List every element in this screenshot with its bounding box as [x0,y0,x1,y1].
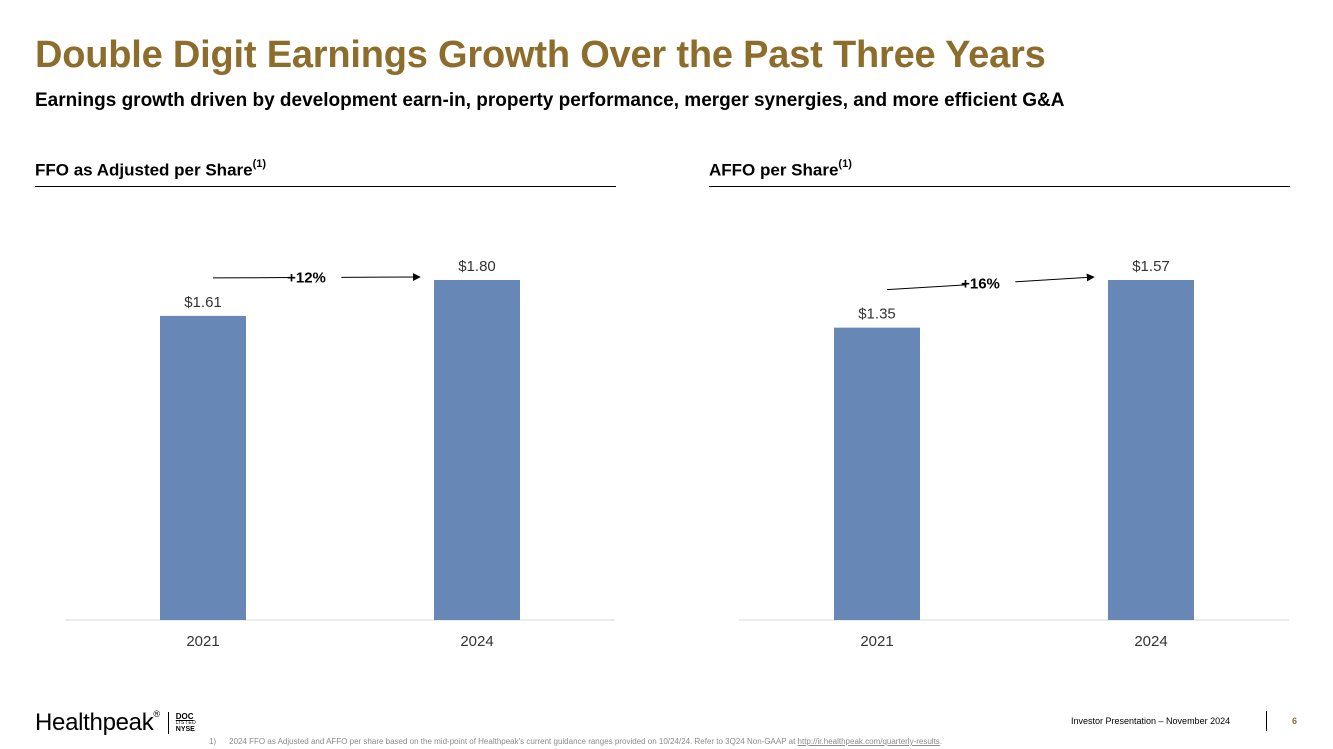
presentation-label: Investor Presentation – November 2024 [1071,716,1231,726]
affo-bar-2021 [834,327,920,620]
ticker-exchange: NYSE [175,726,195,733]
ffo-chart-title-text: FFO as Adjusted per Share [35,160,253,180]
ffo-value-label-2024: $1.80 [458,258,496,275]
affo-chart-title-rule [709,186,1290,187]
affo-growth-arrow-lower [886,284,966,291]
logo-wordmark: Healthpeak® [35,709,160,737]
affo-growth-arrow-upper [1015,273,1095,283]
affo-value-label-2021: $1.35 [858,306,896,323]
affo-x-tick-2021: 2021 [860,633,893,650]
ffo-growth-label: +12% [287,269,326,286]
logo-divider [167,712,169,734]
affo-x-tick-2024: 2024 [1134,633,1167,650]
affo-bar-chart: $1.35 2021 $1.57 2024 +16% [739,258,1289,650]
ffo-x-tick-2021: 2021 [186,633,219,650]
ffo-x-tick-2024: 2024 [460,633,493,650]
ffo-value-label-2021: $1.61 [184,294,222,311]
page-number: 6 [1292,716,1298,726]
footnote-text: 2024 FFO as Adjusted and AFFO per share … [229,737,798,746]
nyse-ticker-badge: DOC LISTED NYSE [175,712,197,734]
ffo-chart-title-rule [35,186,616,187]
footnote: 1) 2024 FFO as Adjusted and AFFO per shar… [209,737,942,746]
footnote-link[interactable]: http://ir.healthpeak.com/quarterly-resul… [797,737,940,746]
affo-bar-2024 [1108,280,1194,620]
page-subtitle: Earnings growth driven by development ea… [35,90,1065,111]
ffo-chart-footnote-ref: (1) [252,158,267,170]
footer-divider [1266,711,1267,731]
ticker-listed: LISTED [175,720,197,726]
ffo-bar-chart: $1.61 2021 $1.80 2024 +12% [65,258,615,650]
logo-name: Healthpeak [35,709,154,736]
affo-chart-title: AFFO per Share(1) [709,158,852,181]
page-title: Double Digit Earnings Growth Over the Pa… [35,34,1046,76]
ffo-chart-title: FFO as Adjusted per Share(1) [35,158,267,181]
footnote-number: 1) [209,737,217,746]
affo-value-label-2024: $1.57 [1132,258,1170,275]
affo-growth-label: +16% [961,275,1000,292]
ffo-bar-2021 [160,315,246,620]
healthpeak-logo: Healthpeak® DOC LISTED NYSE [35,709,196,737]
ticker-symbol: DOC [175,712,194,721]
logo-registered-mark: ® [153,709,160,719]
footnote-end: . [939,737,943,746]
affo-chart-title-text: AFFO per Share [709,160,839,180]
ffo-bar-2024 [434,280,520,620]
affo-chart-footnote-ref: (1) [838,158,852,170]
